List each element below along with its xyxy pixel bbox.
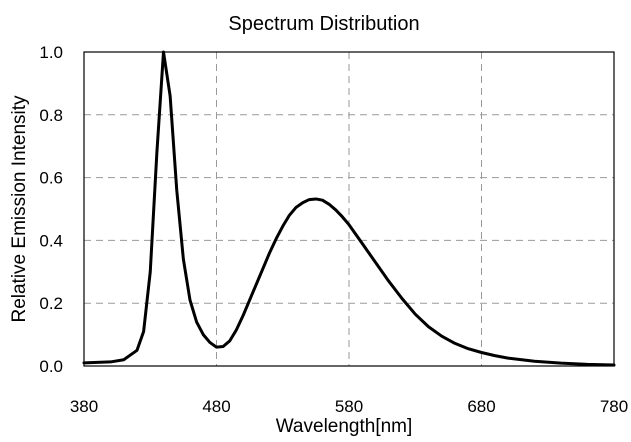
x-tick-label: 480 [202,397,230,416]
x-tick-label: 380 [70,397,98,416]
y-tick-label: 0.4 [39,231,63,250]
x-tick-label: 780 [600,397,628,416]
y-tick-label: 1.0 [39,43,63,62]
y-tick-label: 0.8 [39,106,63,125]
x-tick-label: 580 [335,397,363,416]
y-axis-label: Relative Emission Intensity [9,95,30,323]
x-axis-label: Wavelength[nm] [276,416,413,437]
chart-title: Spectrum Distribution [228,13,419,35]
plot-frame [83,51,615,367]
y-tick-labels: 0.0 0.2 0.4 0.6 0.8 1.0 [39,43,63,376]
y-tick-label: 0.2 [39,294,63,313]
spectrum-series-line [82,50,616,367]
y-tick-label: 0.6 [39,169,63,188]
grid-lines [84,52,614,366]
x-tick-label: 680 [467,397,495,416]
x-tick-labels: 380 480 580 680 780 [70,397,628,416]
y-tick-label: 0.0 [39,357,63,376]
series-layer [82,50,616,367]
